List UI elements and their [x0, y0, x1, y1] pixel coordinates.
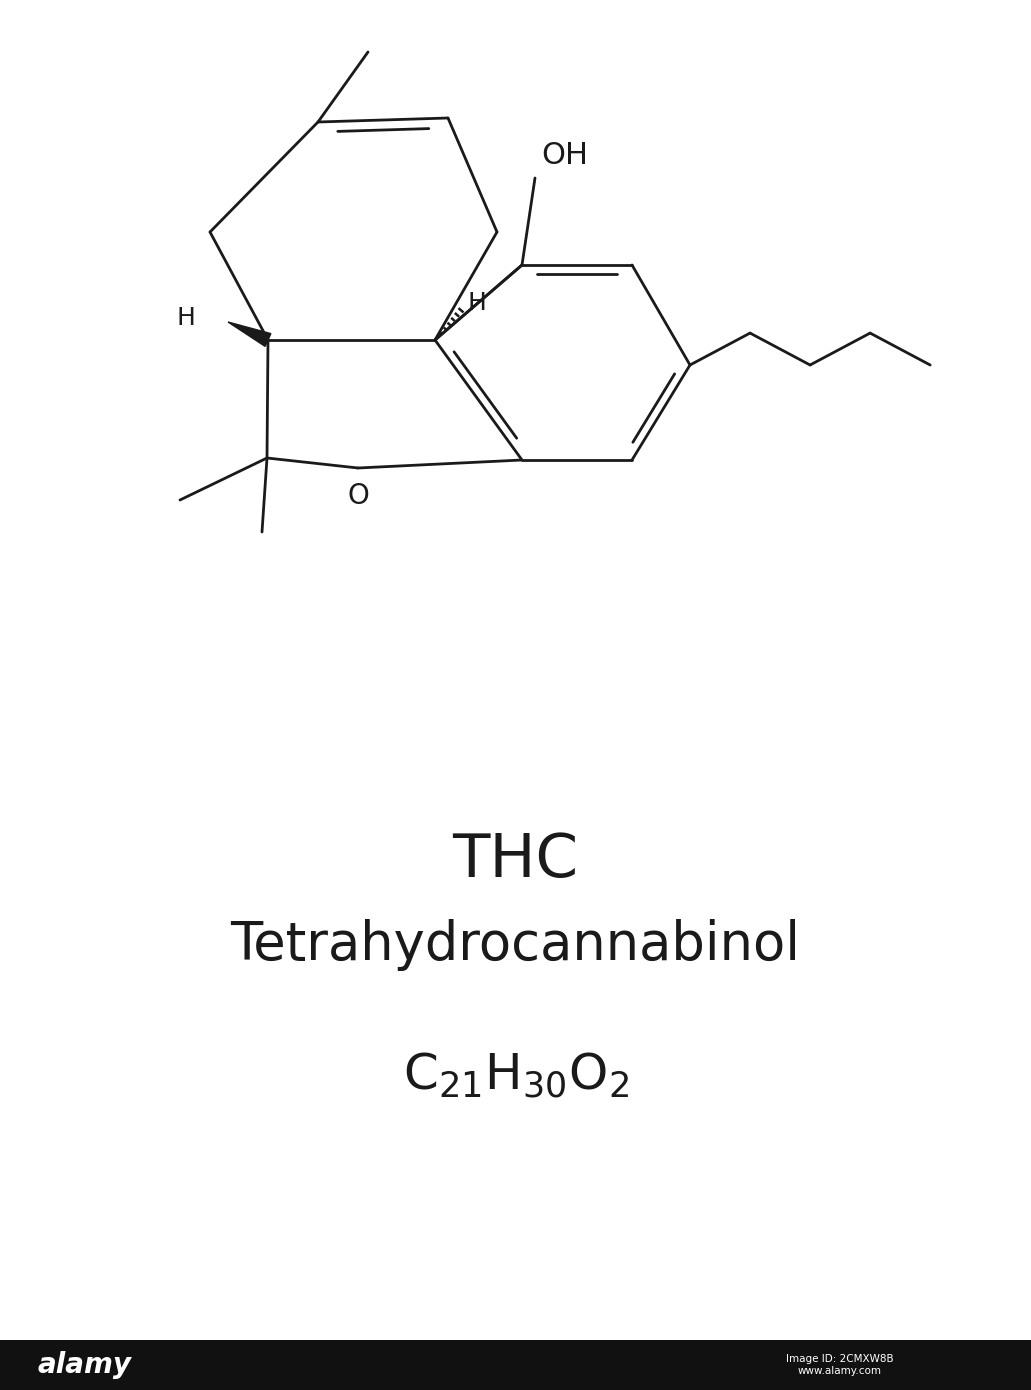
Text: H: H: [176, 306, 195, 329]
Text: Image ID: 2CMXW8B
www.alamy.com: Image ID: 2CMXW8B www.alamy.com: [787, 1354, 894, 1376]
Text: O: O: [347, 482, 369, 510]
Text: THC: THC: [453, 830, 578, 890]
Text: $\mathrm{C_{21}H_{30}O_2}$: $\mathrm{C_{21}H_{30}O_2}$: [402, 1051, 629, 1099]
Text: H: H: [467, 291, 486, 316]
Text: OH: OH: [541, 140, 588, 170]
Polygon shape: [228, 322, 271, 346]
Bar: [0, 1340, 1031, 1390]
Text: Tetrahydrocannabinol: Tetrahydrocannabinol: [231, 919, 800, 972]
Text: alamy: alamy: [38, 1351, 132, 1379]
